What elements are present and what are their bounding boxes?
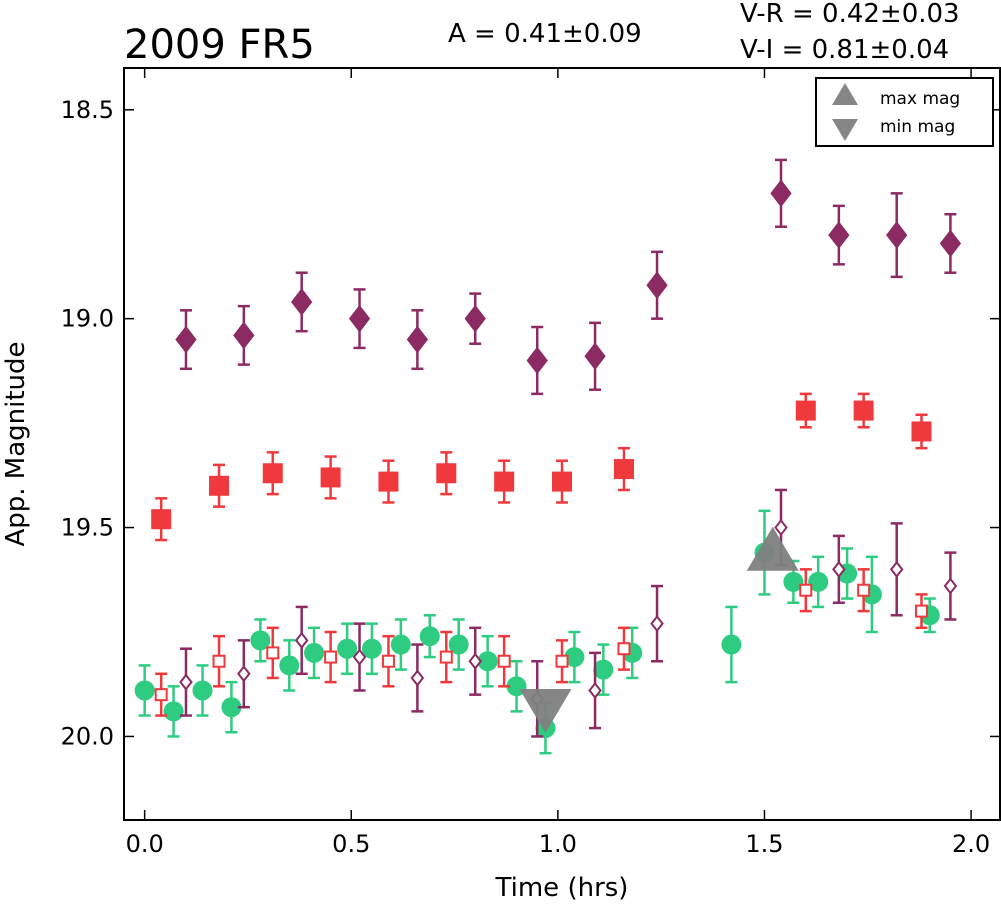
x-tick-label: 0.5 <box>332 830 370 858</box>
data-point <box>324 650 338 664</box>
data-point <box>410 669 425 687</box>
data-point <box>799 583 813 597</box>
data-point <box>361 638 382 659</box>
v-r-annotation: V-R = 0.42±0.03 <box>740 0 960 29</box>
data-point <box>151 509 172 530</box>
data-point <box>237 665 251 683</box>
data-point <box>233 321 255 350</box>
legend-marker <box>832 119 858 141</box>
plot-content <box>134 158 962 755</box>
y-tick-label: 19.5 <box>61 514 114 542</box>
legend-label: min mag <box>880 117 955 137</box>
data-point <box>613 459 634 480</box>
data-point <box>939 229 962 258</box>
data-point <box>348 304 371 333</box>
data-point <box>911 421 932 442</box>
min-mag-marker <box>519 689 572 734</box>
data-point <box>889 560 904 578</box>
v-i-annotation: V-I = 0.81±0.04 <box>740 35 949 65</box>
data-point <box>494 471 515 492</box>
data-point <box>266 646 280 660</box>
data-point <box>943 577 958 595</box>
data-point <box>477 651 498 672</box>
data-point <box>381 654 395 668</box>
data-point <box>555 654 569 668</box>
data-point <box>212 654 226 668</box>
y-tick-label: 19.0 <box>61 305 114 333</box>
series-diamond-filled <box>175 158 962 396</box>
data-point <box>770 179 792 208</box>
data-point <box>279 655 300 676</box>
data-point <box>497 654 511 668</box>
x-tick-label: 0.0 <box>126 830 164 858</box>
data-point <box>783 571 804 592</box>
data-point <box>390 634 411 655</box>
data-point <box>209 475 230 496</box>
data-point <box>262 463 283 484</box>
data-point <box>134 680 155 701</box>
data-point <box>526 346 548 375</box>
data-point <box>436 463 457 484</box>
data-point <box>552 471 572 492</box>
data-point <box>464 304 486 333</box>
data-point <box>439 650 453 664</box>
y-axis-label: App. Magnitude <box>1 341 31 546</box>
series-square-open <box>154 568 928 717</box>
data-point <box>646 271 668 300</box>
data-point <box>192 680 213 701</box>
data-point <box>774 518 788 537</box>
data-point <box>179 673 193 691</box>
data-point <box>320 467 341 488</box>
data-point <box>291 288 313 316</box>
legend-label: max mag <box>880 89 960 109</box>
legend: max mag min mag <box>815 77 994 147</box>
data-point <box>828 221 850 249</box>
max-mag-marker <box>746 526 799 571</box>
data-point <box>378 471 399 492</box>
data-point <box>857 583 871 597</box>
data-point <box>886 221 908 249</box>
plot-frame <box>123 67 1001 821</box>
data-point <box>163 701 184 722</box>
data-point <box>468 652 482 670</box>
amplitude-annotation: A = 0.41±0.09 <box>448 19 642 49</box>
x-tick-label: 1.5 <box>745 830 783 858</box>
data-point <box>584 342 606 371</box>
data-point <box>914 604 928 618</box>
data-point <box>721 634 742 655</box>
data-point <box>650 615 664 633</box>
data-point <box>853 400 874 421</box>
data-point <box>448 634 469 655</box>
data-point <box>832 560 846 578</box>
chart-title: 2009 FR5 <box>124 22 315 68</box>
data-point <box>564 647 585 668</box>
series-diamond-open <box>179 488 958 738</box>
series-square-filled <box>151 392 932 542</box>
data-point <box>221 697 242 718</box>
axis-ticks: 0.0 0.5 1.0 1.5 2.0 18.5 19.0 19.5 20.0 <box>61 68 1000 858</box>
data-point <box>406 325 429 354</box>
legend-marker <box>832 83 858 105</box>
data-point <box>795 400 816 421</box>
data-point <box>419 626 440 647</box>
data-point <box>588 681 602 700</box>
y-tick-label: 20.0 <box>61 722 114 750</box>
data-point <box>593 659 614 680</box>
x-axis-label: Time (hrs) <box>495 873 629 903</box>
y-tick-label: 18.5 <box>61 96 114 124</box>
data-point <box>352 648 367 666</box>
data-point <box>808 571 829 592</box>
data-point <box>175 325 197 354</box>
x-tick-label: 2.0 <box>952 830 990 858</box>
data-point <box>617 642 631 656</box>
data-point <box>250 630 271 651</box>
data-point <box>154 688 168 702</box>
x-tick-label: 1.0 <box>539 830 577 858</box>
data-point <box>304 642 325 663</box>
data-point <box>294 631 309 649</box>
data-point <box>337 638 358 659</box>
